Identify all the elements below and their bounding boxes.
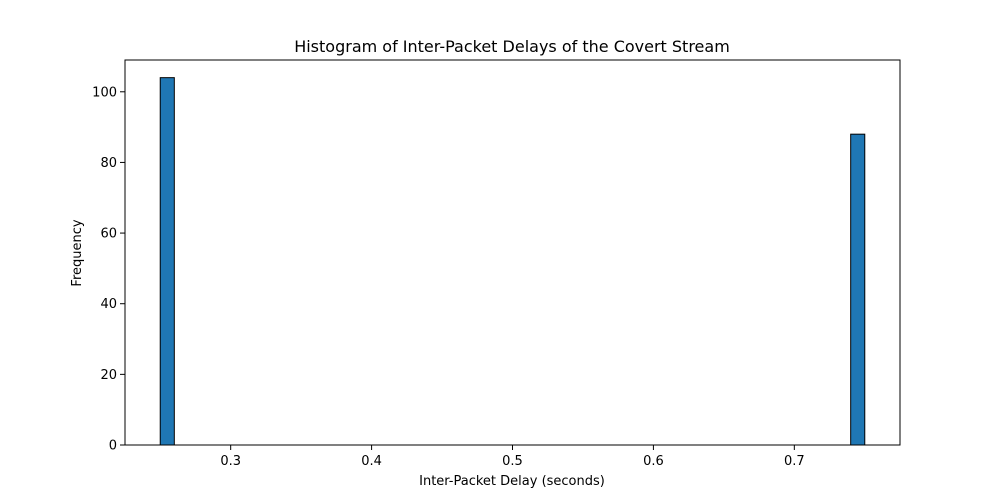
x-axis: 0.3 0.4 0.5 0.6 0.7: [220, 445, 805, 469]
y-tick-label: 60: [100, 227, 117, 242]
bar-series: [159, 77, 866, 446]
y-axis: 0 20 40 60 80 100: [92, 85, 125, 454]
y-tick-label: 40: [100, 297, 117, 312]
x-tick-label: 0.4: [361, 454, 382, 469]
y-axis-label: Frequency: [70, 219, 85, 286]
x-tick-label: 0.7: [784, 454, 805, 469]
x-axis-label: Inter-Packet Delay (seconds): [419, 474, 605, 489]
y-tick-label: 100: [92, 85, 117, 100]
plot-area-frame: [124, 59, 901, 446]
y-tick-label: 0: [109, 439, 117, 454]
histogram-bar-1: [159, 77, 175, 446]
y-tick-label: 20: [100, 368, 117, 383]
x-tick-label: 0.6: [643, 454, 664, 469]
y-tick-label: 80: [100, 156, 117, 171]
x-tick-label: 0.3: [220, 454, 241, 469]
x-tick-label: 0.5: [502, 454, 523, 469]
chart-title: Histogram of Inter-Packet Delays of the …: [294, 37, 730, 56]
histogram-bar-2: [850, 133, 866, 446]
